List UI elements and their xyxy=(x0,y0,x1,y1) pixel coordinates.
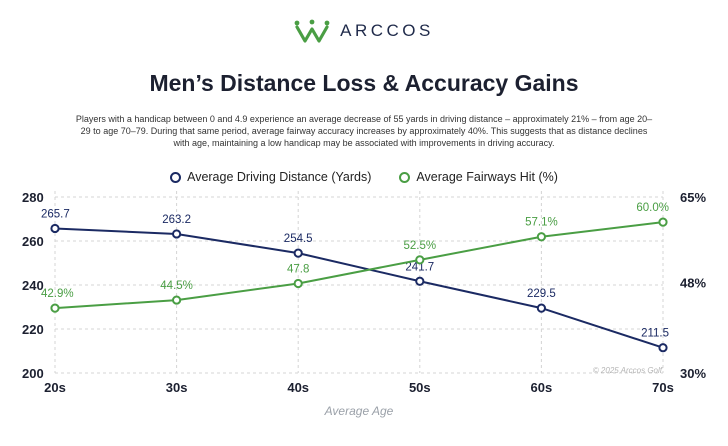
data-label-distance: 229.5 xyxy=(527,288,556,300)
legend-label-distance: Average Driving Distance (Yards) xyxy=(187,170,372,184)
y-left-tick-label: 260 xyxy=(22,234,44,249)
data-point-distance xyxy=(415,276,425,286)
data-label-fairways: 60.0% xyxy=(636,202,669,214)
data-point-distance xyxy=(293,248,303,258)
y-left-tick-label: 200 xyxy=(22,366,44,381)
data-point-distance xyxy=(172,229,182,239)
chart-legend: Average Driving Distance (Yards) Average… xyxy=(0,170,728,184)
y-left-tick-label: 220 xyxy=(22,322,44,337)
legend-marker-fairways xyxy=(399,171,411,183)
data-point-fairways xyxy=(415,255,425,265)
data-point-fairways xyxy=(536,232,547,242)
x-tick-label: 70s xyxy=(652,380,674,395)
crown-w-icon xyxy=(294,19,330,43)
data-label-fairways: 42.9% xyxy=(41,288,74,300)
series-line-distance xyxy=(54,227,664,349)
y-left-tick-label: 240 xyxy=(22,278,44,293)
chart-subtitle: Players with a handicap between 0 and 4.… xyxy=(75,114,653,148)
data-point-fairways xyxy=(293,278,303,289)
data-label-distance: 211.5 xyxy=(641,328,669,340)
legend-item-distance: Average Driving Distance (Yards) xyxy=(170,170,371,184)
legend-item-fairways: Average Fairways Hit (%) xyxy=(399,170,558,184)
data-point-distance xyxy=(536,303,547,313)
x-tick-label: 60s xyxy=(531,380,553,395)
data-label-fairways: 52.5% xyxy=(403,240,436,252)
data-label-distance: 265.7 xyxy=(41,208,70,220)
data-label-fairways: 57.1% xyxy=(525,217,558,229)
data-point-fairways xyxy=(658,217,668,227)
legend-label-fairways: Average Fairways Hit (%) xyxy=(416,170,558,184)
x-tick-label: 50s xyxy=(409,380,431,395)
data-point-distance xyxy=(50,223,60,234)
x-tick-label: 40s xyxy=(287,380,309,395)
brand-logo: ARCCOS xyxy=(0,18,728,44)
legend-marker-distance xyxy=(170,171,182,183)
y-right-tick-label: 30% xyxy=(680,366,706,381)
brand-name: ARCCOS xyxy=(340,21,434,40)
x-tick-label: 20s xyxy=(44,380,66,395)
data-label-distance: 263.2 xyxy=(162,214,191,226)
y-right-tick-label: 65% xyxy=(680,190,706,205)
data-point-fairways xyxy=(172,295,182,305)
data-label-fairways: 47.8 xyxy=(287,263,309,275)
copyright-text: © 2025 Arccos Golf xyxy=(593,366,663,375)
x-tick-label: 30s xyxy=(166,380,188,395)
y-left-tick-label: 280 xyxy=(22,190,44,205)
data-point-fairways xyxy=(50,303,60,313)
chart-title: Men’s Distance Loss & Accuracy Gains xyxy=(149,70,579,96)
data-label-fairways: 44.5% xyxy=(160,280,193,292)
data-label-distance: 241.7 xyxy=(405,261,434,273)
data-point-distance xyxy=(658,343,668,353)
data-label-distance: 254.5 xyxy=(284,233,313,245)
y-right-tick-label: 48% xyxy=(680,275,706,290)
series-line-fairways xyxy=(54,221,664,310)
x-axis-label: Average Age xyxy=(324,404,394,418)
